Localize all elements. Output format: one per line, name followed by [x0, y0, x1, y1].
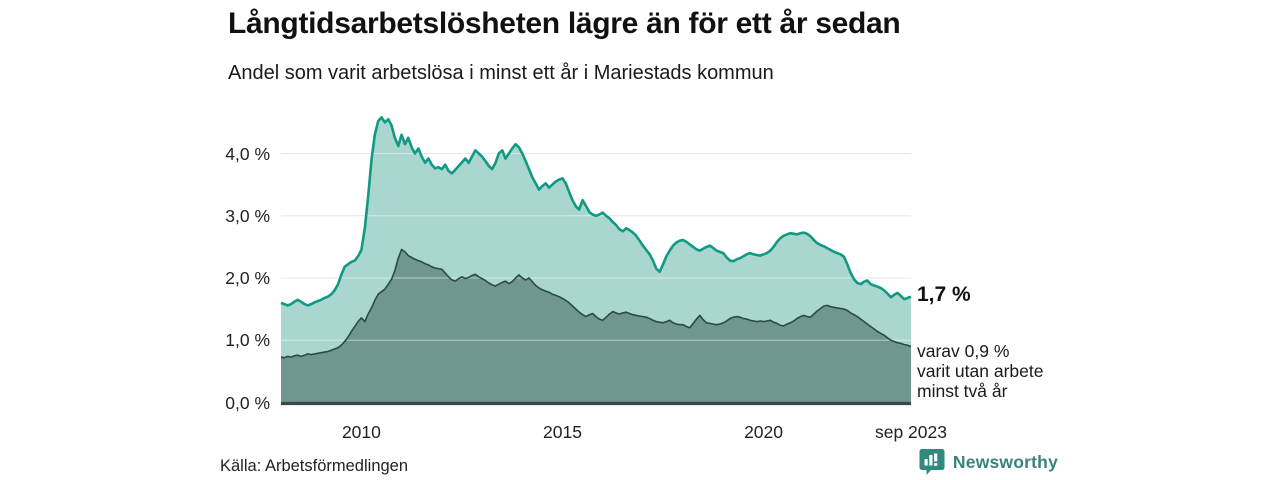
y-axis-label: 3,0 %: [225, 205, 270, 226]
latest-value-note: varav 0,9 % varit utan arbete minst två …: [917, 341, 1044, 401]
x-axis-label: sep 2023: [874, 422, 947, 442]
line-total-unemployed-one-year: [280, 116, 912, 307]
y-axis-label: 4,0 %: [225, 143, 270, 164]
chart-subtitle: Andel som varit arbetslösa i minst ett å…: [228, 62, 774, 84]
source-credit: Källa: Arbetsförmedlingen: [220, 457, 409, 475]
latest-value-label: 1,7 %: [917, 283, 971, 306]
newsworthy-logo-icon: [919, 449, 945, 475]
y-axis-label: 2,0 %: [225, 268, 270, 288]
x-axis-label: 2020: [744, 422, 784, 442]
area-unemployed-two-years: [281, 249, 911, 403]
y-axis-label: 1,0 %: [225, 330, 270, 351]
x-axis-label: 2015: [543, 422, 582, 442]
newsworthy-logo-text: Newsworthy: [952, 451, 1058, 472]
x-axis-label: 2010: [341, 422, 381, 442]
newsworthy-logo: Newsworthy: [919, 448, 1058, 476]
y-axis-label: 0,0 %: [225, 392, 270, 413]
line-unemployed-two-years: [280, 248, 912, 359]
chart-title: Långtidsarbetslösheten lägre än för ett …: [228, 7, 901, 40]
